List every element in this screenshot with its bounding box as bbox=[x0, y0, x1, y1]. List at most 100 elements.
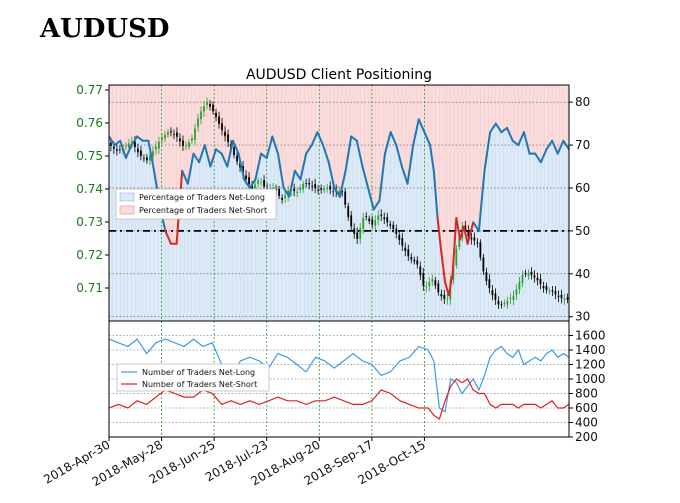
net-long-fill bbox=[480, 210, 484, 321]
count-tick-label: 1400 bbox=[575, 343, 606, 357]
net-short-fill bbox=[400, 85, 403, 160]
net-short-fill bbox=[456, 85, 459, 219]
percent-net-long-segment bbox=[136, 135, 144, 142]
price-candle bbox=[458, 236, 461, 247]
net-long-fill bbox=[261, 153, 264, 321]
net-short-fill bbox=[176, 85, 179, 244]
net-short-fill bbox=[471, 85, 474, 230]
percent-net-long-segment bbox=[389, 131, 398, 147]
net-long-fill bbox=[435, 194, 438, 321]
price-candle bbox=[188, 142, 190, 147]
price-candle bbox=[248, 177, 250, 185]
net-short-fill bbox=[514, 85, 517, 143]
net-short-fill bbox=[490, 85, 493, 133]
net-short-fill bbox=[283, 85, 286, 188]
net-long-fill bbox=[296, 173, 300, 321]
net-long-fill bbox=[118, 142, 121, 321]
net-long-fill bbox=[454, 245, 457, 321]
percent-net-long-segment bbox=[282, 186, 291, 198]
net-short-fill bbox=[289, 85, 292, 197]
net-short-fill bbox=[191, 85, 194, 164]
net-short-fill bbox=[125, 85, 129, 158]
net-short-fill bbox=[460, 85, 463, 240]
net-short-fill bbox=[118, 85, 121, 143]
net-long-fill bbox=[193, 153, 196, 321]
net-short-fill bbox=[523, 85, 527, 133]
net-long-fill bbox=[185, 179, 189, 321]
net-long-fill bbox=[386, 146, 390, 321]
net-short-fill bbox=[234, 85, 238, 146]
price-candle bbox=[128, 143, 130, 148]
net-long-fill bbox=[567, 146, 569, 321]
net-long-fill bbox=[259, 162, 262, 321]
price-candle bbox=[124, 146, 127, 147]
price-candle bbox=[176, 132, 178, 137]
percent-net-long-segment bbox=[440, 251, 447, 284]
net-long-fill bbox=[169, 239, 172, 321]
net-long-fill bbox=[251, 185, 254, 321]
net-long-fill bbox=[550, 143, 553, 321]
net-long-fill bbox=[426, 136, 429, 321]
price-candle bbox=[221, 123, 223, 131]
net-long-fill bbox=[477, 228, 480, 321]
price-candle bbox=[470, 238, 473, 240]
price-candle bbox=[164, 134, 166, 139]
net-short-fill bbox=[473, 85, 476, 223]
net-long-fill bbox=[289, 196, 292, 321]
price-candle bbox=[179, 138, 181, 142]
net-long-fill bbox=[433, 170, 437, 321]
net-short-fill bbox=[351, 85, 354, 137]
price-candle bbox=[143, 157, 145, 159]
net-long-fill bbox=[347, 159, 350, 321]
price-tick-label: 0.71 bbox=[76, 281, 103, 295]
net-long-fill bbox=[272, 136, 275, 321]
net-short-fill bbox=[231, 85, 234, 150]
net-long-fill bbox=[309, 147, 313, 321]
price-candle bbox=[437, 283, 440, 293]
net-short-fill bbox=[300, 85, 303, 180]
percent-net-long-segment bbox=[276, 152, 285, 189]
net-short-fill bbox=[373, 85, 377, 210]
net-long-fill bbox=[302, 170, 305, 321]
percent-tick-label: 50 bbox=[575, 224, 590, 238]
net-short-fill bbox=[148, 85, 151, 141]
net-short-fill bbox=[232, 85, 236, 141]
net-long-fill bbox=[507, 127, 510, 321]
net-short-fill bbox=[510, 85, 514, 137]
price-candle bbox=[158, 141, 160, 149]
net-long-fill bbox=[315, 136, 318, 321]
net-long-fill bbox=[323, 145, 326, 321]
net-long-fill bbox=[381, 185, 384, 321]
net-long-fill bbox=[484, 170, 487, 321]
percent-net-long-segment bbox=[186, 152, 195, 185]
net-long-fill bbox=[529, 153, 532, 321]
net-long-fill bbox=[418, 119, 422, 321]
net-short-fill bbox=[439, 85, 442, 236]
net-short-fill bbox=[129, 85, 132, 150]
net-short-fill bbox=[259, 85, 262, 163]
price-candle bbox=[497, 300, 500, 305]
net-long-fill bbox=[159, 205, 162, 321]
price-candle bbox=[170, 131, 172, 133]
net-long-fill bbox=[332, 179, 335, 321]
net-short-fill bbox=[302, 85, 305, 171]
net-long-fill bbox=[114, 145, 117, 321]
net-short-fill bbox=[210, 85, 213, 167]
price-candle bbox=[323, 188, 326, 191]
net-long-fill bbox=[565, 143, 568, 321]
count-net-long-line bbox=[108, 338, 570, 413]
net-short-fill bbox=[409, 85, 412, 171]
net-long-fill bbox=[546, 149, 549, 321]
price-candle bbox=[115, 149, 118, 151]
net-long-fill bbox=[339, 196, 343, 321]
percent-net-long-segment bbox=[220, 152, 229, 168]
net-long-fill bbox=[405, 177, 408, 321]
net-short-fill bbox=[437, 85, 440, 219]
net-short-fill bbox=[116, 85, 119, 144]
legend-label-count-short: Number of Traders Net-Short bbox=[142, 380, 257, 389]
net-short-fill bbox=[127, 85, 131, 154]
net-long-fill bbox=[294, 170, 298, 321]
net-short-fill bbox=[567, 85, 569, 147]
net-long-fill bbox=[428, 140, 431, 321]
percent-net-long-segment bbox=[164, 229, 172, 245]
